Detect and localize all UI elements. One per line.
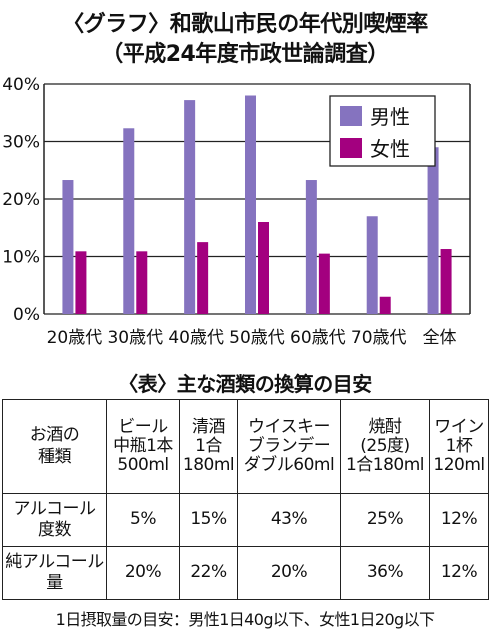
bar-female <box>197 242 209 314</box>
header-cell-shochu: 焼酎 (25度) 1合180ml <box>340 399 430 494</box>
bar-male <box>245 95 256 314</box>
bar-female <box>136 251 148 314</box>
header-line: 1合 <box>195 435 222 456</box>
table-cell: 20% <box>237 546 341 600</box>
alcohol-conversion-table: お酒の 種類 ビール 中瓶1本 500ml 清酒 1合 180ml ウイスキー … <box>2 399 489 600</box>
x-tick-label: 20歳代 <box>47 328 103 348</box>
legend-label: 男性 <box>370 105 410 129</box>
header-line: 焼酎 <box>368 416 403 437</box>
row-label-cell: 純アルコール 量 <box>2 546 107 600</box>
bar-female <box>318 253 330 314</box>
bar-male <box>123 128 135 314</box>
x-tick-label: 50歳代 <box>229 328 285 348</box>
legend-swatch <box>340 106 362 126</box>
bar-male <box>427 147 439 314</box>
x-tick-label: 70歳代 <box>351 328 407 348</box>
table-cell: 12% <box>429 546 489 600</box>
header-line: 500ml <box>117 455 169 476</box>
header-cell-whisky: ウイスキー ブランデー ダブル60ml <box>237 399 341 494</box>
corner-line: 種類 <box>38 446 72 467</box>
header-line: ウイスキー <box>248 416 331 437</box>
legend-swatch <box>340 138 362 158</box>
header-line: 120ml <box>433 455 485 476</box>
bar-chart: 0% 10% 20% 30% 40% 20歳代 30歳代 40歳代 50歳代 60歳代 70歳代 全体… <box>2 75 471 348</box>
y-tick-label: 10% <box>2 248 40 268</box>
row-label-line: アルコール <box>13 498 97 519</box>
bar-male <box>366 216 378 314</box>
corner-line: お酒の <box>29 425 80 446</box>
table-cell: 20% <box>106 546 180 600</box>
x-tick-label: 全体 <box>423 328 457 348</box>
table-cell: 43% <box>237 493 341 547</box>
table-row-pure-alcohol: 純アルコール 量 20% 22% 20% 36% 12% <box>2 546 489 600</box>
table-header-row: お酒の 種類 ビール 中瓶1本 500ml 清酒 1合 180ml ウイスキー … <box>2 399 489 494</box>
bar-female <box>440 249 452 314</box>
header-line: ワイン <box>434 416 484 437</box>
intake-guideline-note: 1日摂取量の目安：男性1日40g以下、女性1日20g以下 <box>55 610 435 629</box>
header-corner-cell: お酒の 種類 <box>2 399 107 494</box>
table-cell: 25% <box>340 493 430 547</box>
header-line: 1合180ml <box>345 455 425 476</box>
x-tick-label: 30歳代 <box>107 328 163 348</box>
header-cell-beer: ビール 中瓶1本 500ml <box>106 399 180 494</box>
header-line: 1杯 <box>445 435 473 456</box>
table-cell: 5% <box>106 493 180 547</box>
table-cell: 36% <box>340 546 430 600</box>
header-cell-sake: 清酒 1合 180ml <box>179 399 238 494</box>
x-tick-label: 40歳代 <box>168 328 224 348</box>
chart-title: 〈グラフ〉和歌山市民の年代別喫煙率 <box>62 12 428 37</box>
row-label-line: 純アルコール <box>5 551 104 572</box>
x-tick-label: 60歳代 <box>290 328 346 348</box>
row-label-line: 度数 <box>38 520 72 540</box>
bar-male <box>184 100 196 314</box>
header-line: 180ml <box>182 455 235 476</box>
header-line: 清酒 <box>192 416 226 437</box>
bar-male <box>62 180 74 314</box>
table-cell: 22% <box>179 546 238 600</box>
header-cell-wine: ワイン 1杯 120ml <box>429 399 489 494</box>
legend-label: 女性 <box>370 137 410 161</box>
y-tick-label: 30% <box>2 133 40 153</box>
bar-female <box>258 222 269 314</box>
row-label-line: 量 <box>46 573 63 593</box>
y-tick-label: 40% <box>2 75 40 95</box>
header-line: ブランデー <box>247 435 331 456</box>
chart-subtitle: （平成24年度市政世論調査） <box>101 42 389 67</box>
bar-male <box>305 180 317 314</box>
header-line: ダブル60ml <box>243 455 335 476</box>
table-cell: 15% <box>179 493 238 547</box>
y-tick-label: 20% <box>2 190 40 210</box>
header-line: (25度) <box>360 435 410 456</box>
table-row-alcohol-percent: アルコール 度数 5% 15% 43% 25% 12% <box>2 493 489 547</box>
bar-female <box>379 296 391 314</box>
table-title: 〈表〉主な酒類の換算の目安 <box>118 372 372 396</box>
table-cell: 12% <box>429 493 489 547</box>
row-label-cell: アルコール 度数 <box>2 493 107 547</box>
y-tick-label: 0% <box>13 305 40 325</box>
header-line: ビール <box>118 416 168 437</box>
header-line: 中瓶1本 <box>113 435 173 456</box>
bar-female <box>75 251 87 314</box>
